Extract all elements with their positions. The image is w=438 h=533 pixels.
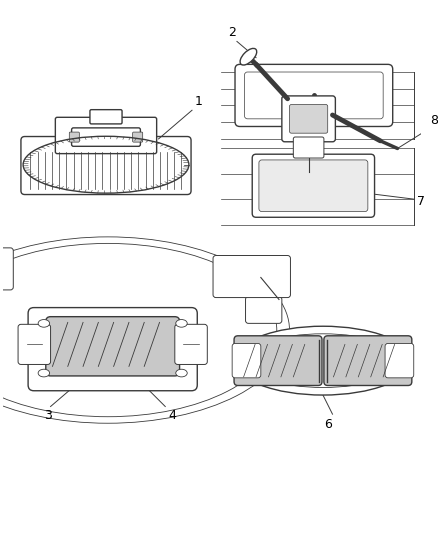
Text: 2: 2: [228, 26, 236, 38]
Text: 7: 7: [417, 195, 424, 207]
FancyBboxPatch shape: [46, 317, 180, 376]
Ellipse shape: [38, 320, 49, 327]
Text: 9: 9: [349, 179, 357, 192]
Ellipse shape: [240, 49, 257, 65]
FancyBboxPatch shape: [28, 308, 197, 391]
FancyBboxPatch shape: [175, 324, 207, 365]
Text: 6: 6: [324, 418, 332, 431]
Text: 1: 1: [195, 95, 203, 108]
FancyBboxPatch shape: [55, 117, 157, 154]
Ellipse shape: [234, 326, 411, 395]
Text: 3: 3: [44, 409, 52, 422]
FancyBboxPatch shape: [213, 255, 290, 297]
FancyBboxPatch shape: [71, 128, 141, 147]
FancyBboxPatch shape: [0, 248, 13, 290]
Text: 8: 8: [430, 115, 438, 127]
FancyBboxPatch shape: [324, 336, 412, 385]
Ellipse shape: [244, 334, 403, 387]
Ellipse shape: [176, 320, 187, 327]
Ellipse shape: [38, 369, 49, 377]
FancyBboxPatch shape: [234, 336, 322, 385]
FancyBboxPatch shape: [290, 104, 328, 133]
FancyBboxPatch shape: [244, 72, 383, 119]
FancyBboxPatch shape: [90, 110, 122, 124]
FancyBboxPatch shape: [232, 343, 261, 378]
FancyBboxPatch shape: [235, 64, 393, 126]
FancyBboxPatch shape: [69, 132, 79, 142]
FancyBboxPatch shape: [259, 160, 368, 212]
FancyBboxPatch shape: [21, 136, 191, 195]
Text: 4: 4: [168, 409, 176, 422]
FancyBboxPatch shape: [18, 324, 50, 365]
FancyBboxPatch shape: [252, 154, 374, 217]
FancyBboxPatch shape: [385, 343, 414, 378]
FancyBboxPatch shape: [246, 296, 282, 324]
FancyBboxPatch shape: [133, 132, 143, 142]
FancyBboxPatch shape: [293, 137, 324, 158]
FancyBboxPatch shape: [282, 96, 336, 142]
Ellipse shape: [176, 369, 187, 377]
